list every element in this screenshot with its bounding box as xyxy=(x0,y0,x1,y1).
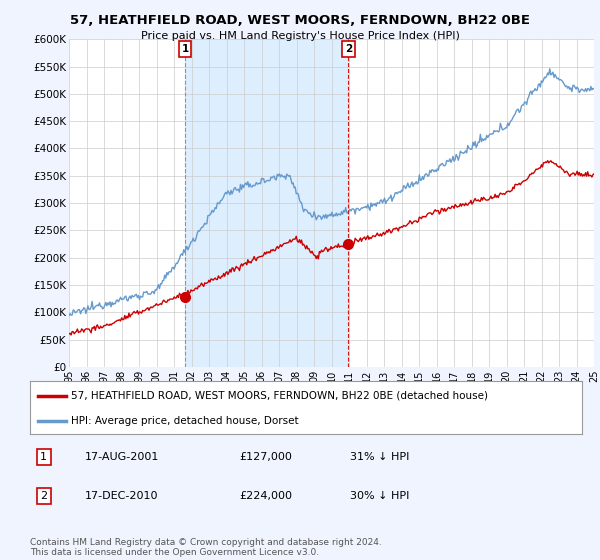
Text: 57, HEATHFIELD ROAD, WEST MOORS, FERNDOWN, BH22 0BE (detached house): 57, HEATHFIELD ROAD, WEST MOORS, FERNDOW… xyxy=(71,391,488,401)
Text: 17-DEC-2010: 17-DEC-2010 xyxy=(85,491,158,501)
Text: 2: 2 xyxy=(40,491,47,501)
Text: Price paid vs. HM Land Registry's House Price Index (HPI): Price paid vs. HM Land Registry's House … xyxy=(140,31,460,41)
Text: 57, HEATHFIELD ROAD, WEST MOORS, FERNDOWN, BH22 0BE: 57, HEATHFIELD ROAD, WEST MOORS, FERNDOW… xyxy=(70,14,530,27)
Text: 17-AUG-2001: 17-AUG-2001 xyxy=(85,452,160,462)
Text: Contains HM Land Registry data © Crown copyright and database right 2024.
This d: Contains HM Land Registry data © Crown c… xyxy=(30,538,382,557)
Text: 2: 2 xyxy=(344,44,352,54)
Text: 1: 1 xyxy=(40,452,47,462)
Text: £127,000: £127,000 xyxy=(240,452,293,462)
Text: 30% ↓ HPI: 30% ↓ HPI xyxy=(350,491,410,501)
Bar xyxy=(185,39,349,367)
Text: £224,000: £224,000 xyxy=(240,491,293,501)
Text: HPI: Average price, detached house, Dorset: HPI: Average price, detached house, Dors… xyxy=(71,416,299,426)
Text: 1: 1 xyxy=(181,44,188,54)
Text: 31% ↓ HPI: 31% ↓ HPI xyxy=(350,452,410,462)
